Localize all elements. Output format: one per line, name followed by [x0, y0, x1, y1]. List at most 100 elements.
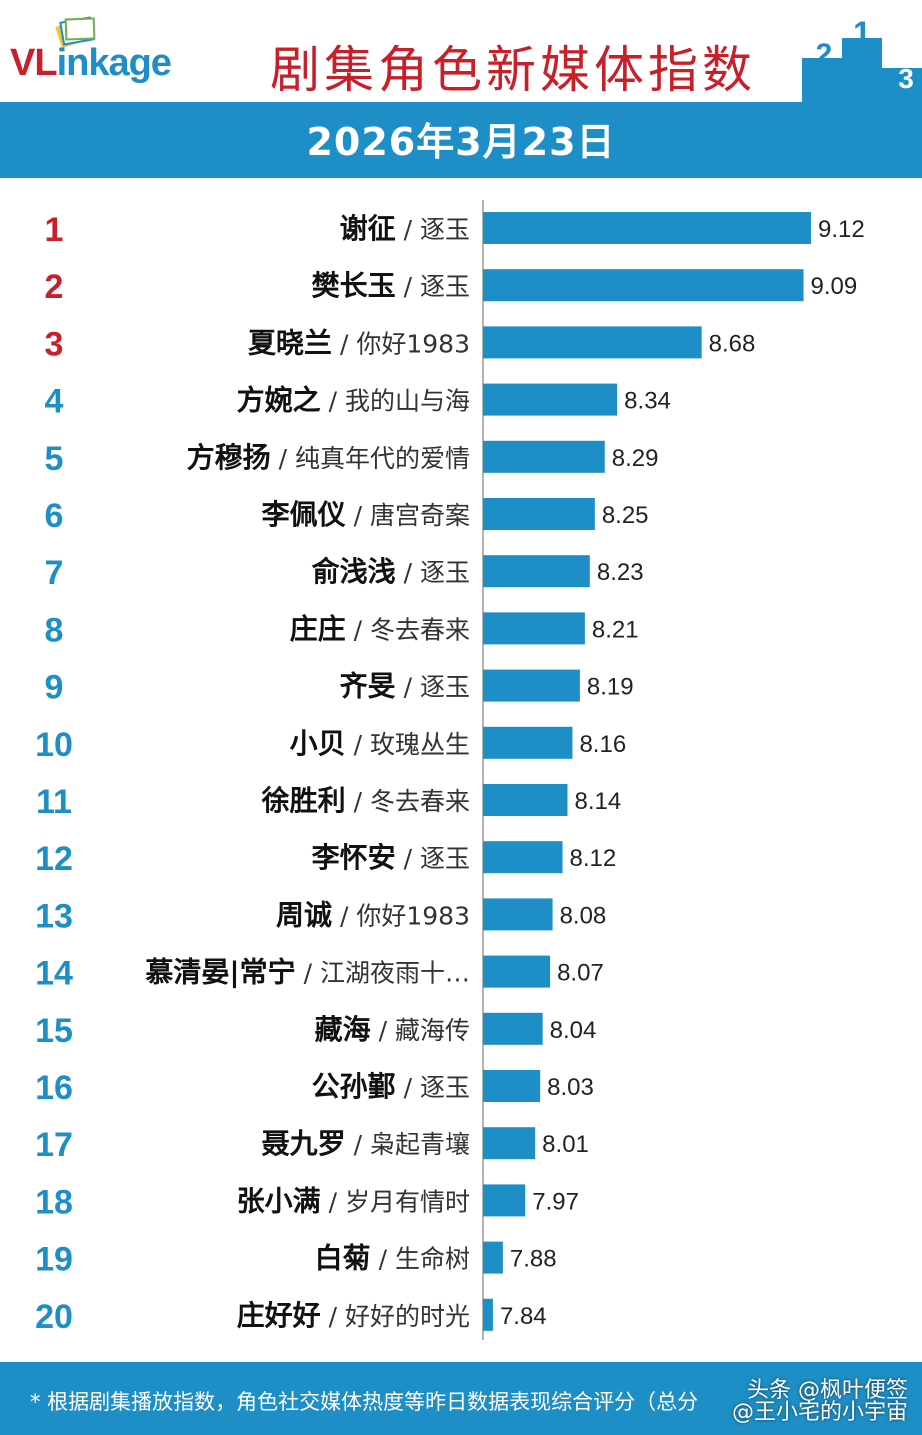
- value-label: 8.25: [602, 502, 649, 529]
- value-label: 8.07: [557, 960, 604, 987]
- character-name: 公孙鄞: [312, 1070, 396, 1103]
- date-band: 2026年3月23日: [0, 102, 922, 178]
- row-label: 樊长玉 / 逐玉: [312, 269, 470, 302]
- value-label: 8.04: [550, 1017, 597, 1044]
- character-name: 聂九罗: [262, 1127, 346, 1160]
- show-name: 玫瑰丛生: [370, 730, 470, 759]
- label-separator: /: [346, 501, 370, 530]
- label-separator: /: [396, 1073, 420, 1102]
- character-name: 庄庄: [290, 612, 346, 645]
- bar-3: [483, 326, 702, 359]
- character-name: 夏晓兰: [248, 326, 332, 359]
- label-separator: /: [396, 558, 420, 587]
- ranking-chart-svg: 1 谢征 / 逐玉 9.12 2 樊长玉 / 逐玉 9.09 3 夏晓兰 / 你好1983 8.…: [35, 200, 865, 1340]
- bar-8: [483, 612, 585, 645]
- row-label: 藏海 / 藏海传: [315, 1013, 470, 1046]
- bar-4: [483, 383, 618, 416]
- bar-19: [483, 1241, 503, 1274]
- footnote: * 根据剧集播放指数，角色社交媒体热度等昨日数据表现综合评分（总分: [30, 1390, 699, 1414]
- row-label: 方穆扬 / 纯真年代的爱情: [187, 441, 470, 474]
- row-label: 庄好好 / 好好的时光: [237, 1299, 470, 1332]
- bar-10: [483, 726, 573, 759]
- value-label: 8.12: [570, 845, 617, 872]
- character-name: 慕清晏|常宁: [145, 956, 295, 989]
- label-separator: /: [346, 615, 370, 644]
- rank-number: 7: [45, 554, 64, 592]
- row-label: 李怀安 / 逐玉: [312, 841, 470, 874]
- row-label: 慕清晏|常宁 / 江湖夜雨十…: [145, 956, 470, 989]
- show-name: 唐宫奇案: [370, 501, 470, 530]
- character-name: 李怀安: [312, 841, 396, 874]
- label-separator: /: [346, 787, 370, 816]
- value-label: 8.34: [624, 388, 671, 415]
- bar-15: [483, 1012, 543, 1045]
- label-separator: /: [271, 444, 295, 473]
- show-name: 我的山与海: [345, 387, 470, 416]
- footer-band: * 根据剧集播放指数，角色社交媒体热度等昨日数据表现综合评分（总分 头条 @枫叶…: [0, 1362, 922, 1435]
- label-separator: /: [396, 673, 420, 702]
- bar-13: [483, 898, 553, 931]
- row-label: 公孙鄞 / 逐玉: [312, 1070, 470, 1103]
- label-separator: /: [346, 730, 370, 759]
- rank-number: 20: [35, 1298, 73, 1336]
- show-name: 逐玉: [420, 558, 470, 587]
- show-name: 岁月有情时: [345, 1187, 470, 1216]
- show-name: 藏海传: [395, 1016, 470, 1045]
- date-label: 2026年3月23日: [306, 120, 616, 164]
- value-label: 9.12: [818, 216, 865, 243]
- show-name: 逐玉: [420, 1073, 470, 1102]
- value-label: 8.19: [587, 674, 634, 701]
- logo-inkage: inkage: [56, 42, 172, 84]
- logo-vl: VL: [10, 42, 58, 84]
- bar-7: [483, 555, 590, 588]
- label-separator: /: [346, 1130, 370, 1159]
- bar-2: [483, 269, 804, 302]
- show-name: 逐玉: [420, 272, 470, 301]
- bar-14: [483, 955, 551, 988]
- value-label: 8.03: [547, 1074, 594, 1101]
- show-name: 逐玉: [420, 844, 470, 873]
- row-label: 齐旻 / 逐玉: [340, 670, 470, 703]
- show-name: 逐玉: [420, 673, 470, 702]
- character-name: 俞浅浅: [311, 555, 396, 588]
- header: VLinkage 剧集角色新媒体指数 2 1 3: [0, 0, 922, 102]
- bar-9: [483, 669, 580, 702]
- rank-number: 1: [45, 211, 64, 249]
- rank-number: 3: [45, 325, 64, 363]
- rank-number: 10: [35, 726, 73, 764]
- ranking-chart: 1 谢征 / 逐玉 9.12 2 樊长玉 / 逐玉 9.09 3 夏晓兰 / 你好1983 8.…: [0, 178, 922, 1358]
- value-label: 8.16: [579, 731, 626, 758]
- row-label: 聂九罗 / 枭起青壤: [262, 1127, 470, 1160]
- character-name: 樊长玉: [312, 269, 396, 302]
- row-label: 徐胜利 / 冬去春来: [261, 784, 470, 817]
- character-name: 小贝: [290, 727, 346, 760]
- row-label: 庄庄 / 冬去春来: [290, 612, 470, 645]
- character-name: 方婉之: [237, 384, 321, 417]
- character-name: 张小满: [237, 1184, 321, 1217]
- character-name: 庄好好: [237, 1299, 321, 1332]
- bar-5: [483, 440, 605, 473]
- podium-number-2: 2: [816, 38, 833, 71]
- rank-number: 12: [35, 840, 73, 878]
- rank-number: 6: [45, 497, 64, 535]
- row-label: 谢征 / 逐玉: [340, 212, 470, 245]
- value-label: 8.14: [574, 788, 621, 815]
- row-label: 周诚 / 你好1983: [276, 898, 470, 931]
- row-label: 方婉之 / 我的山与海: [237, 384, 470, 417]
- rank-number: 4: [45, 383, 64, 421]
- label-separator: /: [332, 329, 356, 358]
- rank-number: 5: [45, 440, 64, 478]
- show-name: 逐玉: [420, 215, 470, 244]
- podium-number-3: 3: [898, 63, 914, 94]
- value-label: 8.68: [709, 330, 756, 357]
- value-label: 9.09: [811, 273, 858, 300]
- row-label: 小贝 / 玫瑰丛生: [290, 727, 470, 760]
- podium-number-1: 1: [853, 15, 871, 51]
- row-label: 李佩仪 / 唐宫奇案: [262, 498, 470, 531]
- label-separator: /: [396, 844, 420, 873]
- rank-number: 18: [35, 1183, 73, 1221]
- podium-icon: 2 1 3: [802, 15, 922, 102]
- character-name: 徐胜利: [261, 784, 346, 817]
- bar-20: [483, 1298, 493, 1331]
- character-name: 谢征: [340, 212, 396, 245]
